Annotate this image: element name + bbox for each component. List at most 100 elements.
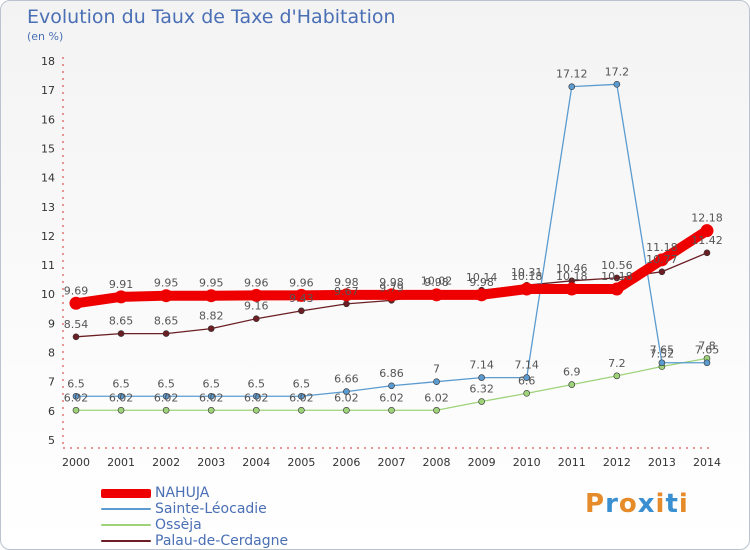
data-label: 6.5 [202,377,220,390]
data-label: 9.98 [379,276,404,289]
data-point [658,359,666,367]
legend-swatch [101,524,151,526]
y-tick-label: 5 [48,434,55,447]
logo-letter: i [655,489,666,519]
x-tick-label: 2009 [468,456,496,469]
y-tick-label: 16 [41,113,55,126]
data-label: 6.5 [293,377,311,390]
data-label: 7.8 [698,339,716,352]
data-label: 9.43 [289,292,314,305]
data-label: 8.65 [154,315,179,328]
data-label: 6.66 [334,373,359,386]
data-point [343,406,350,414]
data-label: 7.65 [650,344,675,357]
data-label: 6.02 [379,391,404,404]
data-label: 9.67 [334,285,359,298]
data-label: 10.18 [556,270,588,283]
data-point [523,390,531,397]
data-point [207,325,215,332]
legend-swatch [101,488,151,498]
data-label: 6.6 [518,374,536,387]
data-point [69,296,83,310]
data-label: 6.02 [64,391,89,404]
x-tick-label: 2014 [693,456,721,469]
data-point [204,289,218,303]
data-label: 10.14 [466,271,498,284]
data-label: 10.46 [556,262,588,275]
y-tick-label: 9 [48,317,55,330]
x-tick-label: 2005 [287,456,315,469]
x-tick-label: 2003 [197,456,225,469]
y-tick-label: 7 [48,376,55,389]
data-point [339,288,353,302]
data-label: 12.18 [691,212,723,225]
x-tick-label: 2007 [377,456,405,469]
data-point [384,288,398,302]
series-line [75,83,708,397]
x-tick-label: 2013 [648,456,676,469]
x-tick-label: 2010 [513,456,541,469]
data-label: 8.82 [199,310,224,323]
logo-letter: x [637,489,656,519]
legend-item: NAHUJA [101,485,288,501]
x-tick-label: 2012 [603,456,631,469]
data-label: 6.02 [244,391,269,404]
data-point [388,406,395,414]
y-tick-label: 14 [41,172,55,185]
data-label: 9.79 [379,281,404,294]
data-label: 7.2 [608,357,626,370]
data-point [430,288,444,302]
y-tick-label: 17 [41,84,55,97]
data-label: 9.95 [154,277,179,290]
data-label: 7.52 [650,348,675,361]
y-tick-label: 15 [41,142,55,155]
data-label: 9.98 [334,276,359,289]
data-label: 9.98 [424,276,449,289]
y-tick-label: 18 [41,55,55,68]
logo-letter: r [605,489,619,519]
data-point [610,282,624,296]
chart-title: Evolution du Taux de Taxe d'Habitation [27,6,396,28]
legend: NAHUJA Sainte-Léocadie Ossèja Palau-de-Cerd… [101,485,288,549]
data-label: 9.91 [109,278,134,291]
y-tick-label: 8 [48,347,55,360]
data-label: 17.12 [556,68,588,81]
data-point [207,392,215,400]
data-label: 9.98 [469,276,494,289]
legend-swatch [101,508,151,510]
data-point [613,372,621,380]
data-point [433,406,440,414]
data-point [658,268,666,276]
data-label: 6.5 [112,377,130,390]
data-point [613,274,621,282]
data-label: 6.02 [154,391,179,404]
data-label: 10.77 [646,253,678,266]
proxiti-logo: Proxiti [585,489,689,519]
y-tick-label: 6 [48,405,55,418]
data-label: 9.95 [199,277,224,290]
data-point [162,330,170,337]
data-point [655,253,669,267]
legend-label: NAHUJA [155,485,210,501]
legend-item: Sainte-Léocadie [101,501,288,517]
data-label: 11.18 [646,241,678,254]
data-label: 6.32 [469,383,494,396]
data-label: 6.5 [67,377,85,390]
data-label: 6.5 [248,377,266,390]
data-point [700,224,714,238]
data-label: 6.5 [157,377,175,390]
logo-letter: P [585,489,606,519]
data-label: 9.69 [64,284,89,297]
data-label: 7 [433,363,440,376]
data-point [568,381,576,388]
data-label: 8.65 [109,315,134,328]
data-point [343,388,350,395]
data-point [117,392,125,400]
data-label: 10.31 [511,266,543,279]
data-point [478,374,485,381]
logo-letter: i [678,489,689,519]
x-tick-label: 2000 [62,456,90,469]
data-label: 6.02 [289,391,314,404]
legend-item: Ossèja [101,517,288,533]
